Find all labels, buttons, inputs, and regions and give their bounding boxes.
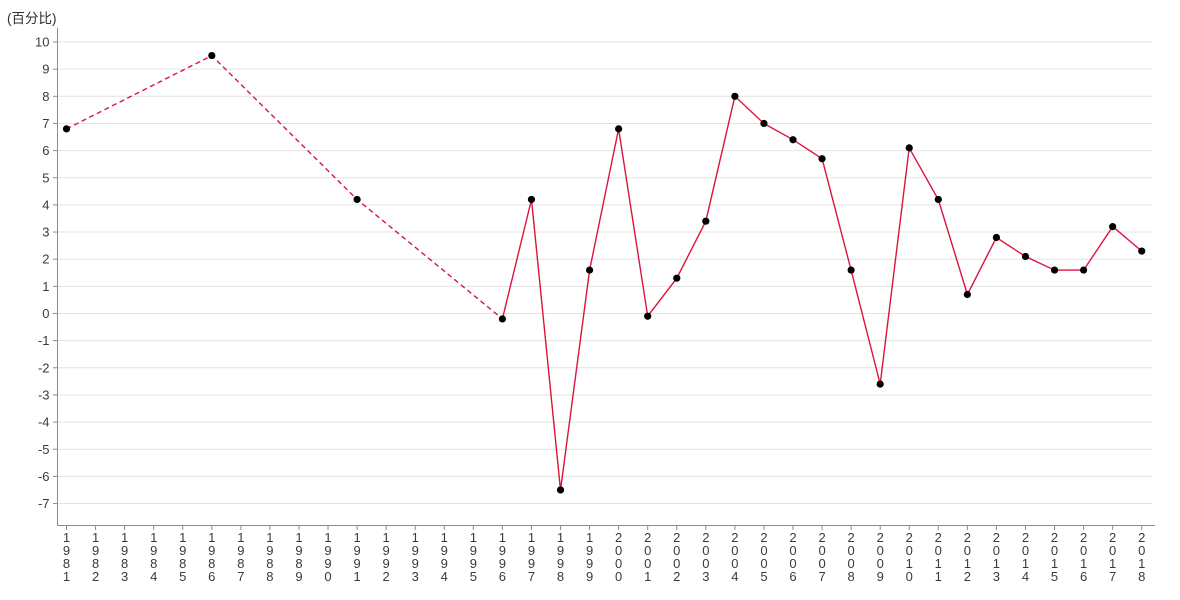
data-point-2005 [760, 119, 768, 128]
y-tick-label: 2 [42, 252, 49, 267]
y-tick-label: -6 [38, 469, 50, 484]
data-point-1991 [353, 195, 361, 204]
data-point-2011 [934, 195, 942, 204]
y-tick-label: 1 [42, 279, 49, 294]
y-tick-label: 0 [42, 306, 49, 321]
y-tick-label: -3 [38, 387, 50, 402]
data-point-2003 [702, 217, 710, 225]
y-tick-label: -1 [38, 333, 50, 348]
data-point-1986 [208, 51, 216, 60]
data-point-2006 [789, 136, 797, 144]
data-point-2018 [1138, 247, 1146, 255]
y-tick-label: -5 [38, 442, 50, 457]
data-point-2016 [1080, 266, 1088, 274]
data-point-2012 [963, 290, 971, 299]
y-axis-unit-label: (百分比) [7, 11, 57, 26]
y-tick-label: 10 [35, 35, 49, 50]
y-tick-label: 9 [42, 62, 49, 77]
y-tick-label: 8 [42, 89, 49, 104]
data-point-2007 [818, 155, 826, 163]
y-tick-label: -4 [38, 415, 50, 430]
data-point-2002 [673, 274, 681, 282]
data-point-1999 [585, 266, 594, 274]
data-point-1981 [62, 125, 71, 133]
y-tick-label: 7 [42, 116, 49, 131]
data-point-2009 [876, 380, 884, 388]
data-point-2008 [847, 266, 855, 274]
data-point-2010 [905, 144, 913, 152]
data-point-1997 [527, 195, 536, 204]
y-tick-label: -7 [38, 496, 50, 511]
y-tick-label: 3 [42, 225, 49, 240]
series-line-dashed [66, 54, 503, 320]
data-point-2001 [644, 312, 652, 320]
y-tick-label: 6 [42, 143, 49, 158]
y-tick-label: 5 [42, 170, 49, 185]
data-point-2004 [731, 92, 739, 100]
data-point-1996 [498, 315, 506, 323]
data-point-2015 [1050, 266, 1059, 274]
y-tick-label: 4 [42, 197, 49, 212]
data-point-2014 [1021, 252, 1030, 261]
y-tick-label: -2 [38, 360, 50, 375]
data-point-2013 [992, 233, 1001, 242]
data-point-2000 [615, 125, 623, 133]
data-point-2017 [1109, 223, 1117, 231]
data-point-1998 [556, 486, 565, 494]
